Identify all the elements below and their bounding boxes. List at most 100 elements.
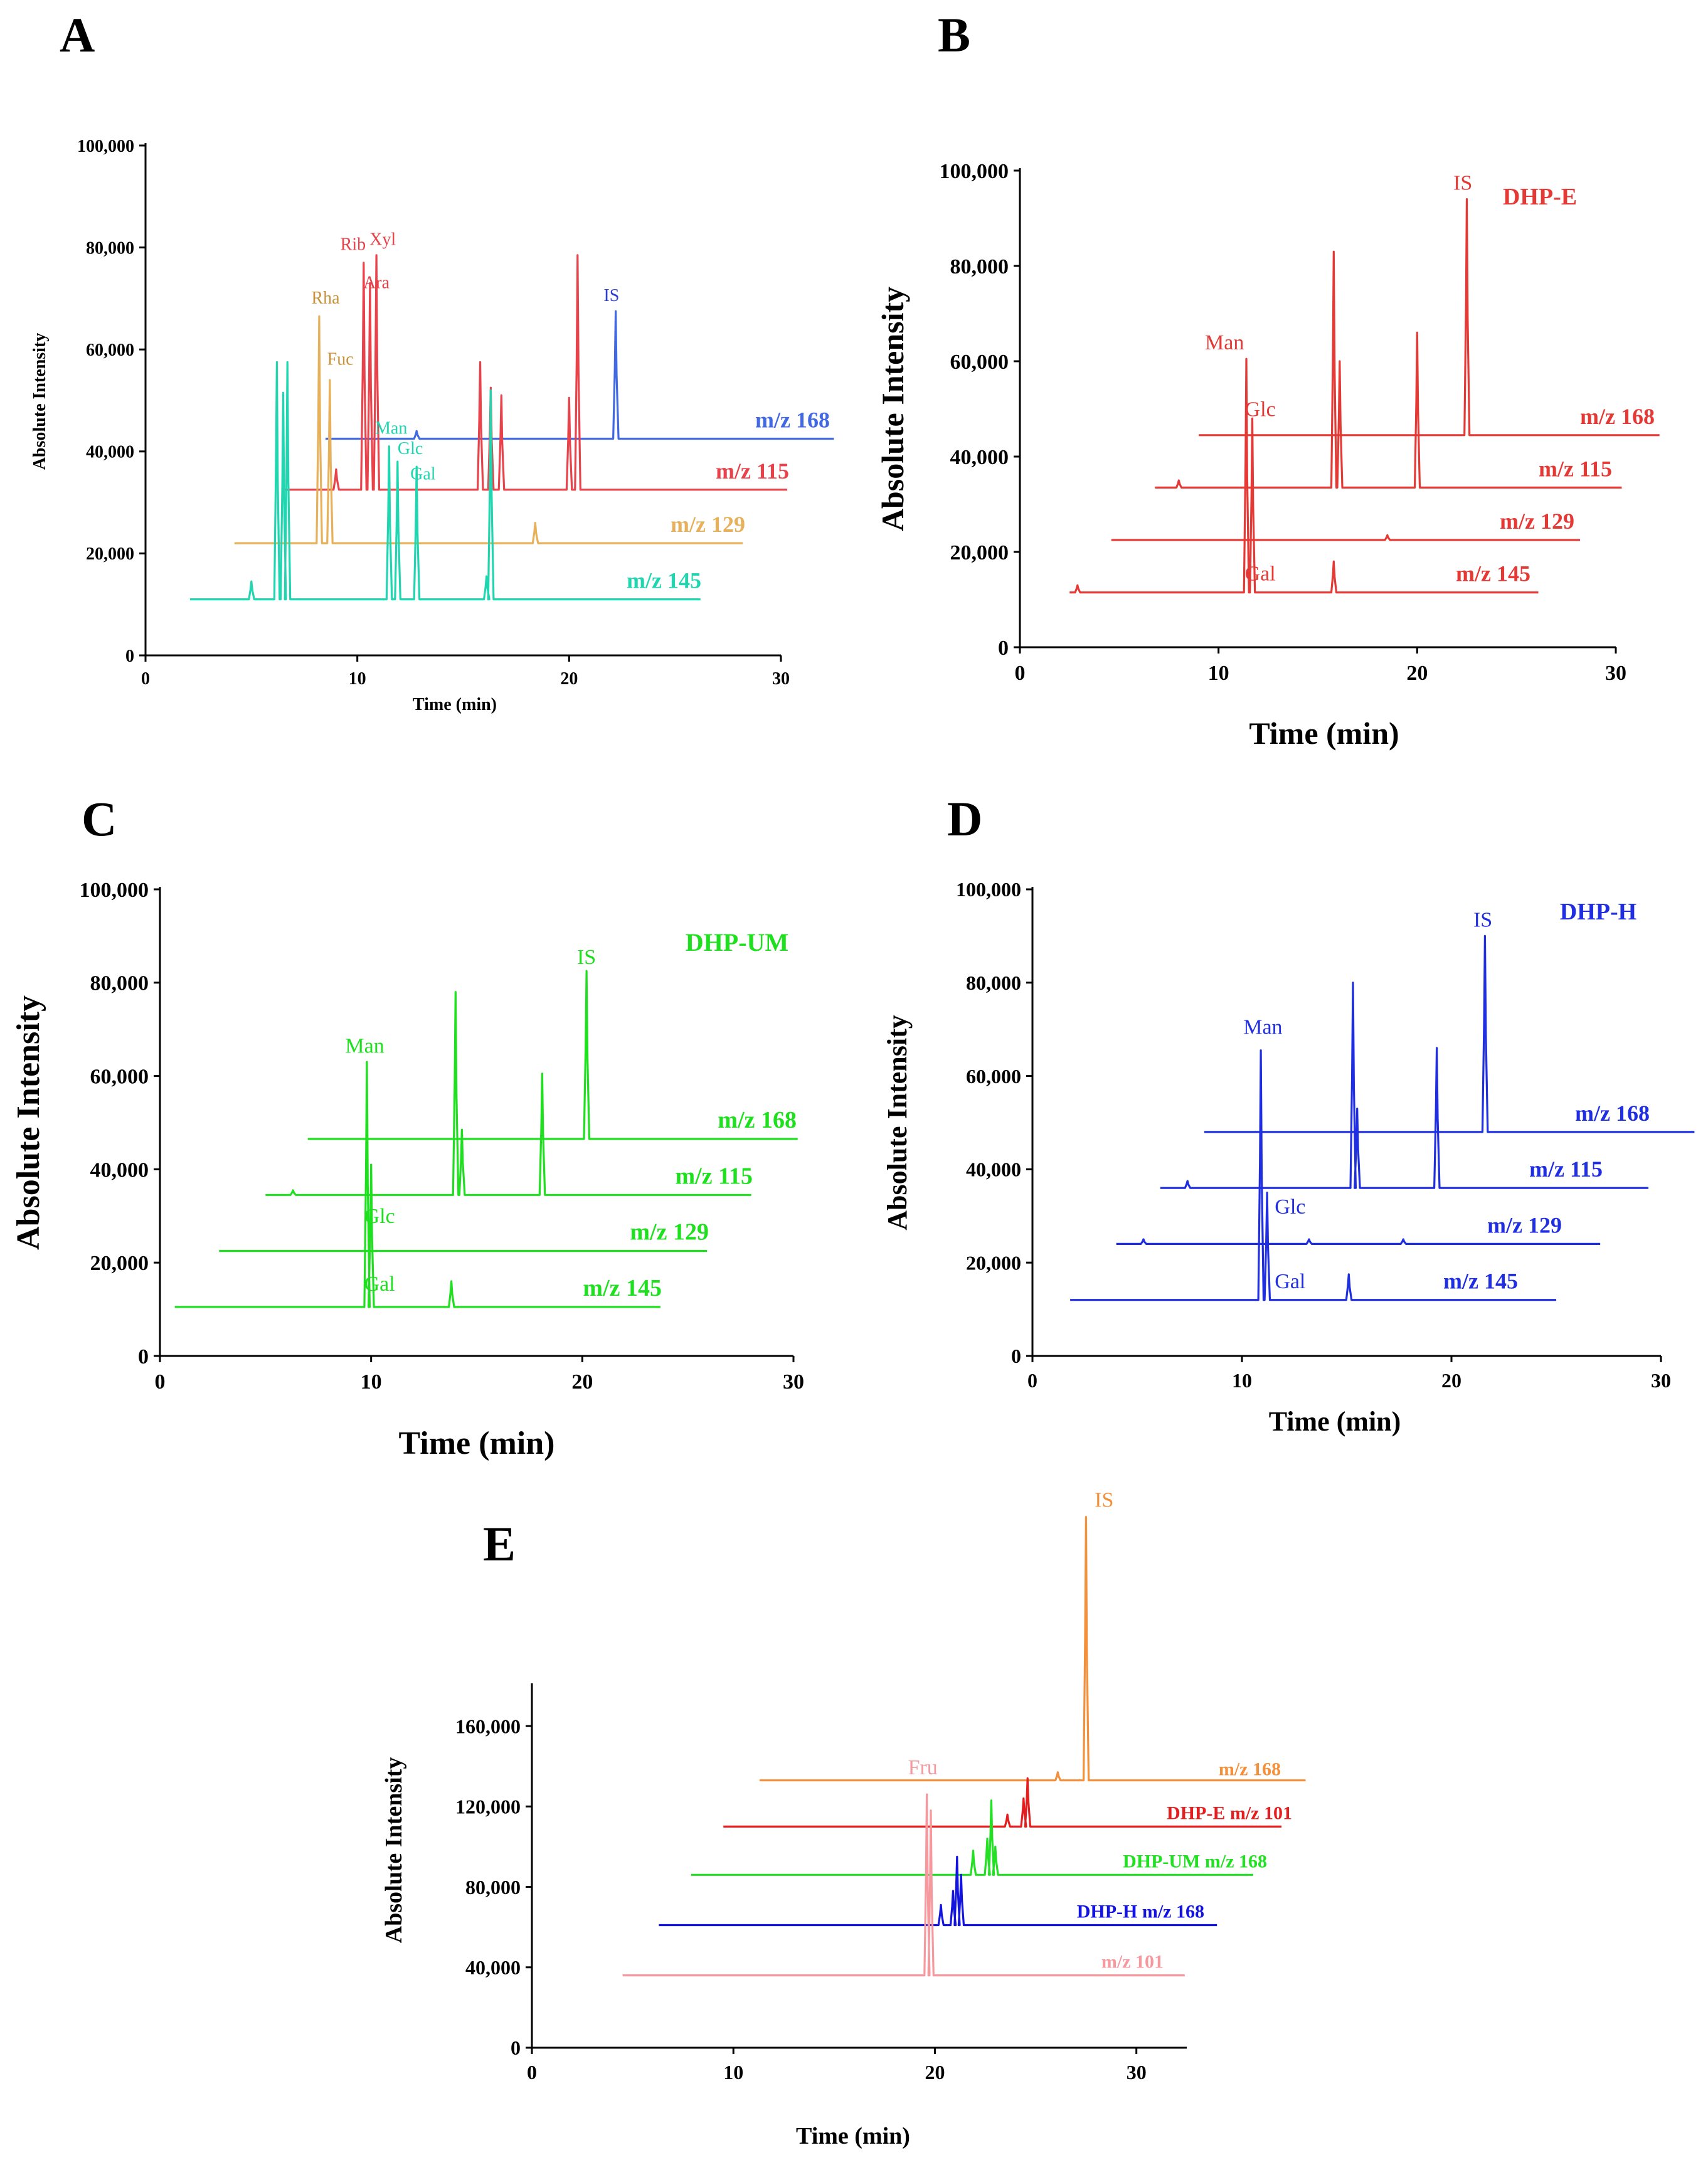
y-axis-title: Absolute Intensity [11,995,46,1250]
x-tick-label: 20 [1441,1369,1461,1392]
x-tick-label: 10 [1208,662,1229,685]
peak-annotation: IS [1453,171,1472,194]
x-tick-label: 30 [1651,1369,1671,1392]
trace-label: m/z 168 [1219,1759,1281,1780]
trace-label: m/z 168 [718,1107,797,1133]
x-tick-label: 10 [349,669,366,689]
y-tick-label: 0 [1011,1345,1021,1367]
y-tick-label: 80,000 [86,238,134,258]
trace-label: m/z 168 [1580,404,1655,429]
y-tick-label: 60,000 [86,341,134,360]
peak-annotation: Glc [1275,1195,1305,1219]
peak-annotation: Gal [410,465,436,484]
trace-dhp-um-m-z-168 [691,1799,1253,1876]
panel-letter: A [60,8,95,62]
y-tick-label: 100,000 [80,879,149,902]
x-tick-label: 0 [141,669,150,689]
y-tick-label: 100,000 [956,878,1021,901]
peak-annotation: Man [1205,331,1244,354]
y-tick-label: 80,000 [465,1876,521,1898]
panel-title: DHP-H [1560,899,1636,925]
peak-annotation: Rha [311,288,340,308]
y-tick-label: 100,000 [77,137,134,156]
y-tick-label: 20,000 [90,1252,149,1275]
trace-m-z-101 [622,1793,1185,1977]
trace-dhp-h-m-z-168 [659,1855,1217,1927]
peak-annotation: Fru [908,1756,938,1779]
peak-annotation: Man [345,1034,384,1057]
trace-m-z-145 [174,1061,660,1308]
trace-m-z-115 [283,254,788,491]
trace-m-z-129 [234,315,743,544]
y-tick-label: 40,000 [966,1158,1021,1181]
panel-title: DHP-E [1503,184,1577,210]
x-tick-label: 0 [527,2061,537,2083]
y-axis-title: Absolute Intensity [882,1015,913,1231]
peak-annotation: Gal [364,1273,395,1296]
x-axis-title: Time (min) [413,695,497,714]
panel-letter: C [82,791,117,846]
panel-letter: E [483,1517,516,1571]
peak-annotation: Ara [363,273,390,293]
trace-label: m/z 145 [583,1275,662,1301]
trace-m-z-145 [1070,1049,1556,1301]
x-tick-label: 0 [155,1370,166,1394]
trace-label: DHP-H m/z 168 [1077,1901,1204,1922]
trace-m-z-115 [1160,982,1648,1189]
trace-m-z-168 [760,1516,1306,1782]
y-tick-label: 20,000 [966,1251,1021,1274]
x-axis-title: Time (min) [796,2123,910,2149]
trace-label: m/z 115 [1539,456,1612,481]
trace-m-z-168 [326,310,834,440]
x-tick-label: 30 [772,669,790,689]
trace-m-z-115 [1155,250,1622,489]
trace-label: m/z 129 [630,1219,709,1246]
panel-b: B 0 20,000 40,000 60,000 80,000 100,000 0 10 20 30… [875,8,1660,751]
trace-m-z-115 [265,991,751,1196]
panel-d: D 0 20,000 40,000 60,000 80,000 100,000 0 10 20 30… [882,791,1695,1437]
trace-m-z-145 [189,361,701,601]
peak-annotation: Rib [341,235,366,255]
panel-title: DHP-UM [686,928,788,956]
panel-letter: D [947,791,982,846]
trace-m-z-129 [1111,534,1580,541]
y-tick-label: 160,000 [455,1715,521,1737]
panel-a: A 0 20,000 40,000 60,000 80,000 100,000 0 10 20 30… [30,8,834,714]
trace-label: m/z 101 [1101,1952,1164,1972]
trace-m-z-168 [1199,198,1660,437]
y-tick-label: 40,000 [950,446,1009,469]
x-tick-label: 0 [1027,1369,1037,1392]
x-tick-label: 20 [1406,662,1428,685]
y-tick-label: 80,000 [90,972,149,995]
x-tick-label: 30 [1605,662,1626,685]
y-tick-label: 100,000 [940,160,1009,183]
x-tick-label: 10 [1232,1369,1252,1392]
y-tick-label: 80,000 [950,255,1009,278]
trace-label: m/z 145 [1456,561,1530,586]
y-tick-label: 120,000 [455,1796,521,1818]
y-tick-label: 0 [998,637,1009,660]
trace-label: m/z 115 [676,1163,753,1189]
trace-label: m/z 145 [627,568,701,593]
y-tick-label: 60,000 [966,1065,1021,1088]
trace-label: m/z 145 [1443,1269,1518,1294]
peak-annotation: Glc [1245,398,1276,421]
x-axis-title: Time (min) [1249,716,1399,751]
peak-annotation: Glc [398,439,423,458]
trace-label: m/z 129 [1487,1212,1562,1237]
peak-annotation: Xyl [369,230,396,250]
peak-annotation: Glc [364,1205,395,1228]
y-axis-title: Absolute Intensity [875,287,910,531]
y-tick-label: 0 [511,2036,521,2059]
y-tick-label: 20,000 [950,541,1009,564]
y-tick-label: 40,000 [90,1158,149,1182]
peak-annotation: IS [603,286,619,305]
y-tick-label: 20,000 [86,544,134,564]
peak-annotation: Man [1243,1016,1282,1039]
y-tick-label: 80,000 [966,971,1021,994]
panel-c: C 0 20,000 40,000 60,000 80,000 100,000 0 10 20 30… [11,791,804,1461]
x-axis-title: Time (min) [1269,1406,1401,1437]
peak-annotation: Fuc [327,350,354,369]
peak-annotation: Gal [1275,1270,1305,1293]
